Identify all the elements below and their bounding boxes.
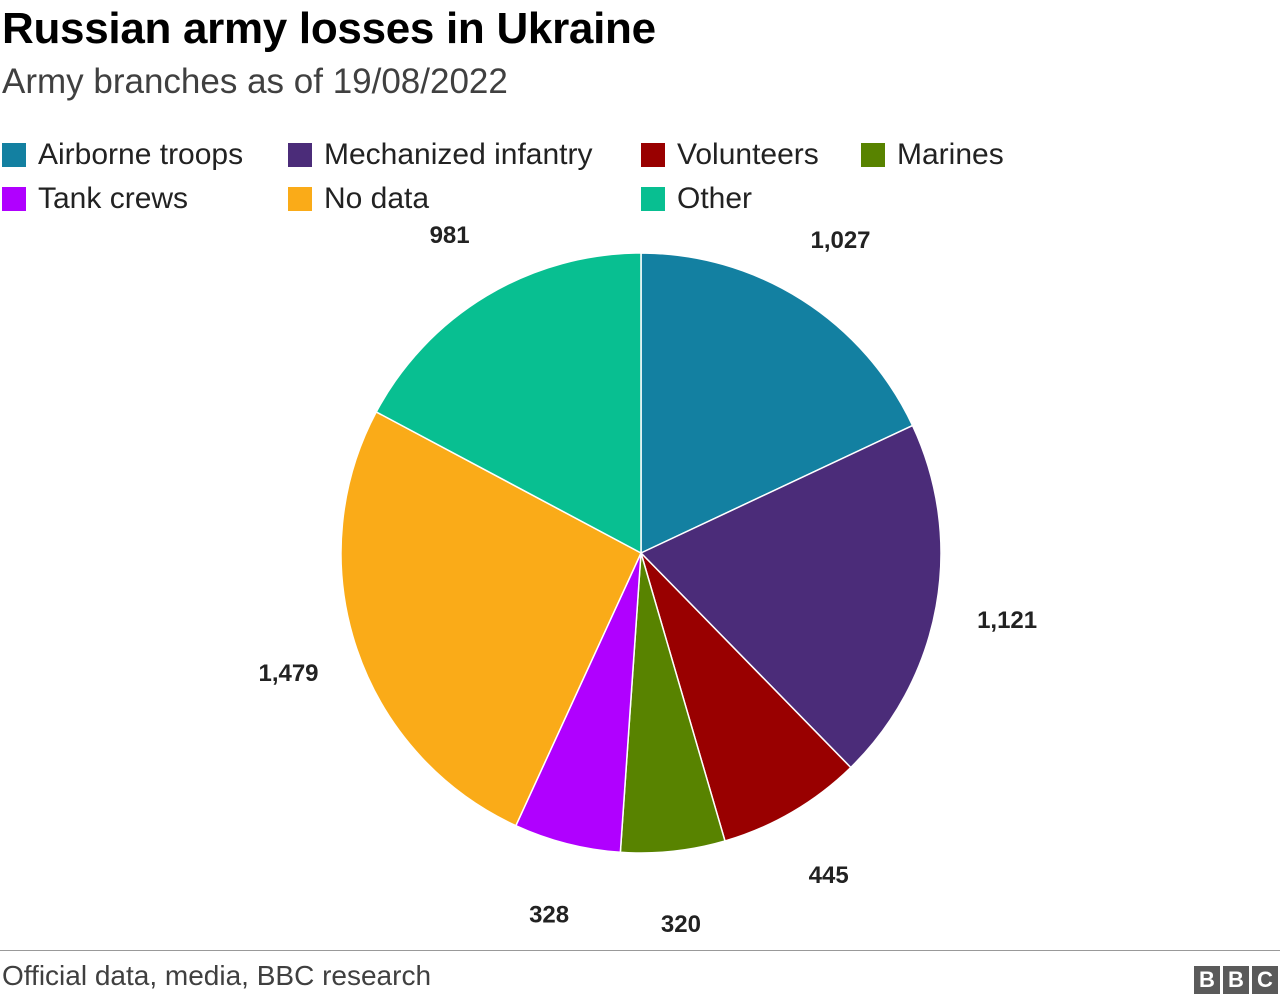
- pie-slice-airborne-troops: [640, 252, 914, 555]
- footer-divider: [0, 950, 1280, 951]
- legend-item-tank-crews: Tank crews: [2, 182, 188, 216]
- chart-subtitle: Army branches as of 19/08/2022: [2, 62, 508, 101]
- pie-slice-volunteers: [640, 552, 852, 842]
- legend-label: Other: [677, 182, 753, 215]
- data-label: 1,479: [258, 660, 318, 687]
- legend-item-other: Other: [641, 182, 752, 216]
- legend-label: Marines: [897, 138, 1004, 171]
- legend-label: Mechanized infantry: [324, 138, 593, 171]
- legend-swatch: [641, 187, 665, 211]
- data-label: 981: [430, 222, 470, 249]
- legend-swatch: [288, 143, 312, 167]
- pie-slice-no-data: [340, 410, 642, 827]
- source-note: Official data, media, BBC research: [2, 960, 432, 991]
- data-label: 1,027: [810, 227, 870, 254]
- pie-slice-mechanized-infantry: [639, 424, 942, 769]
- chart-title: Russian army losses in Ukraine: [2, 4, 656, 53]
- legend-item-marines: Marines: [861, 138, 1004, 172]
- bbc-logo-letter: B: [1223, 966, 1249, 994]
- bbc-logo: B B C: [1194, 966, 1278, 994]
- legend-item-airborne-troops: Airborne troops: [2, 138, 243, 172]
- legend-swatch: [641, 143, 665, 167]
- legend-item-no-data: No data: [288, 182, 429, 216]
- legend-swatch: [861, 143, 885, 167]
- data-label: 445: [809, 862, 849, 889]
- data-label: 320: [661, 911, 701, 938]
- legend-swatch: [2, 143, 26, 167]
- bbc-logo-letter: C: [1252, 966, 1278, 994]
- legend-label: Airborne troops: [38, 138, 244, 171]
- legend-label: Tank crews: [38, 182, 189, 215]
- legend-swatch: [2, 187, 26, 211]
- legend-item-mechanized-infantry: Mechanized infantry: [288, 138, 592, 172]
- bbc-logo-letter: B: [1194, 966, 1220, 994]
- legend-label: No data: [324, 182, 430, 215]
- legend-label: Volunteers: [677, 138, 819, 171]
- pie-slice-other: [375, 252, 642, 555]
- legend-swatch: [288, 187, 312, 211]
- data-label: 1,121: [977, 607, 1037, 634]
- legend-item-volunteers: Volunteers: [641, 138, 819, 172]
- data-label: 328: [529, 902, 569, 929]
